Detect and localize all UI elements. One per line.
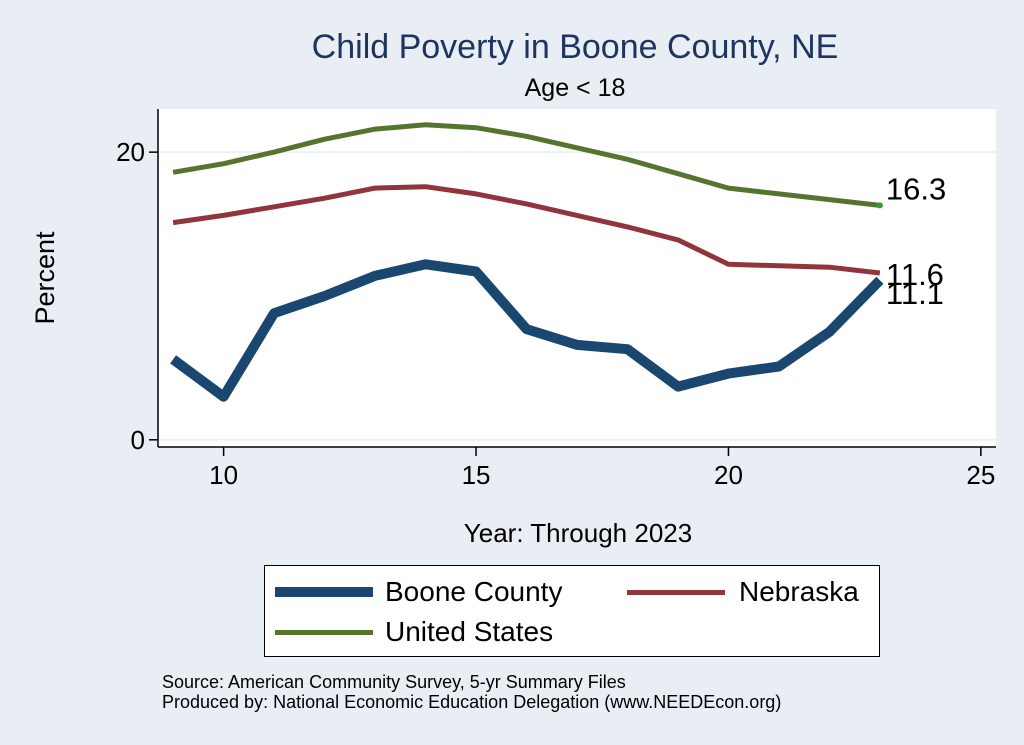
x-tick-label-20: 20 bbox=[714, 460, 743, 490]
end-label-nebraska: 11.6 bbox=[886, 257, 944, 292]
legend-item-nebraska: Nebraska bbox=[627, 576, 859, 608]
legend-item-united-states: United States bbox=[275, 616, 553, 648]
legend-item-boone-county: Boone County bbox=[275, 576, 562, 608]
series-line-boone-county bbox=[170, 259, 884, 402]
x-tick-label-10: 10 bbox=[209, 460, 238, 490]
end-label-boone-county: 11.1 bbox=[886, 276, 944, 311]
legend-label-boone-county: Boone County bbox=[385, 576, 563, 607]
x-tick-label-15: 15 bbox=[462, 460, 491, 490]
produced-by-note: Produced by: National Economic Education… bbox=[162, 692, 782, 712]
source-note: Source: American Community Survey, 5-yr … bbox=[162, 672, 626, 692]
x-axis-label: Year: Through 2023 bbox=[463, 518, 693, 548]
legend-swatch-united-states bbox=[275, 629, 373, 635]
end-labels: 11.111.6 16.3 bbox=[876, 171, 946, 311]
legend-swatch-nebraska bbox=[627, 589, 725, 595]
y-tick-label-20: 20 bbox=[116, 137, 145, 167]
y-axis-label: Percent bbox=[30, 231, 60, 325]
grid-lines bbox=[158, 151, 996, 441]
legend: Boone County Nebraska United States bbox=[264, 565, 880, 657]
chart-title: Child Poverty in Boone County, NE bbox=[311, 28, 839, 66]
axes: 0 20 10 15 20 25 bbox=[116, 109, 996, 490]
legend-label-united-states: United States bbox=[385, 616, 554, 647]
end-label-united-states: 16.3 bbox=[886, 171, 946, 206]
series-lines bbox=[170, 122, 884, 402]
chart-subtitle: Age < 18 bbox=[524, 74, 626, 102]
x-tick-label-25: 25 bbox=[966, 460, 995, 490]
y-tick-label-0: 0 bbox=[131, 425, 145, 455]
legend-label-nebraska: Nebraska bbox=[739, 576, 859, 607]
legend-swatch-boone-county bbox=[275, 587, 373, 597]
end-marker-united-states bbox=[876, 202, 883, 209]
series-line-nebraska bbox=[172, 184, 881, 276]
series-line-united-states bbox=[172, 122, 881, 208]
plot-area bbox=[158, 109, 996, 447]
